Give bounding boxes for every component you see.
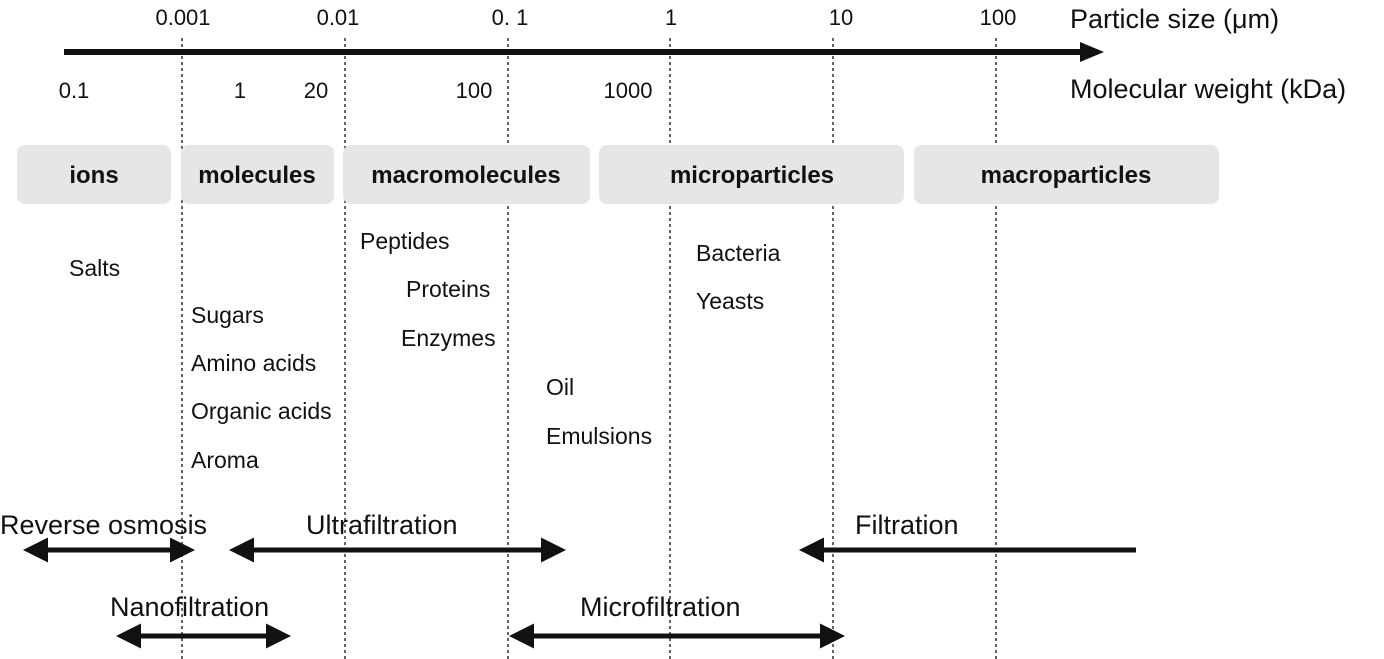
particle-size-tick: 100	[980, 5, 1017, 30]
category-molecules: molecules	[181, 145, 334, 204]
category-box	[343, 145, 590, 204]
process-ultrafiltration: Ultrafiltration	[229, 510, 566, 563]
substance-proteins: Proteins	[406, 276, 490, 302]
substance-emulsions: Emulsions	[546, 423, 652, 449]
category-ions: ions	[17, 145, 171, 204]
process-label: Reverse osmosis	[0, 510, 207, 540]
molecular-weight-tick: 0.1	[59, 78, 90, 103]
category-box	[17, 145, 171, 204]
particle-size-axis: 0.001 0.01 0. 1 1 10 100 Particle size (…	[64, 4, 1279, 62]
axis-arrowhead-icon	[1080, 42, 1104, 62]
process-label: Ultrafiltration	[306, 510, 458, 540]
category-label: microparticles	[670, 162, 834, 189]
particle-size-tick: 0.001	[155, 5, 210, 30]
molecular-weight-axis: 0.1 1 20 100 1000 Molecular weight (kDa)	[59, 74, 1346, 104]
category-label: macromolecules	[371, 162, 560, 189]
molecular-weight-axis-title: Molecular weight (kDa)	[1070, 74, 1346, 104]
decade-gridlines	[181, 38, 997, 659]
substance-aroma: Aroma	[191, 447, 259, 473]
substance-salts: Salts	[69, 255, 120, 281]
category-macroparticles: macroparticles	[914, 145, 1219, 204]
substance-organic-acids: Organic acids	[191, 398, 332, 424]
molecular-weight-tick: 1000	[604, 78, 653, 103]
particle-size-tick: 0. 1	[492, 5, 529, 30]
process-nanofiltration: Nanofiltration	[110, 592, 291, 649]
process-label: Nanofiltration	[110, 592, 269, 622]
substance-oil: Oil	[546, 374, 574, 400]
category-microparticles: microparticles	[599, 145, 904, 204]
substance-labels: Salts Sugars Amino acids Organic acids A…	[69, 228, 781, 473]
process-filtration: Filtration	[799, 510, 1136, 563]
category-label: ions	[69, 162, 118, 189]
process-microfiltration: Microfiltration	[509, 592, 845, 649]
substance-amino-acids: Amino acids	[191, 350, 316, 376]
process-reverse-osmosis: Reverse osmosis	[0, 510, 207, 563]
substance-enzymes: Enzymes	[401, 325, 496, 351]
process-ranges: Reverse osmosis Ultrafiltration Filtrati…	[0, 510, 1136, 649]
substance-peptides: Peptides	[360, 228, 450, 254]
molecular-weight-tick: 20	[304, 78, 328, 103]
particle-size-tick: 0.01	[317, 5, 360, 30]
process-label: Microfiltration	[580, 592, 741, 622]
category-box	[914, 145, 1219, 204]
category-macromolecules: macromolecules	[343, 145, 590, 204]
substance-sugars: Sugars	[191, 302, 264, 328]
substance-bacteria: Bacteria	[696, 240, 781, 266]
particle-size-axis-title: Particle size (μm)	[1070, 4, 1279, 34]
molecular-weight-tick: 1	[234, 78, 246, 103]
category-label: macroparticles	[981, 162, 1152, 189]
substance-yeasts: Yeasts	[696, 288, 764, 314]
particle-size-tick: 1	[665, 5, 677, 30]
particle-size-tick: 10	[829, 5, 853, 30]
molecular-weight-tick: 100	[456, 78, 493, 103]
category-box	[599, 145, 904, 204]
category-label: molecules	[198, 162, 315, 189]
process-label: Filtration	[855, 510, 959, 540]
category-box	[181, 145, 334, 204]
category-boxes: ions molecules macromolecules microparti…	[17, 145, 1219, 204]
